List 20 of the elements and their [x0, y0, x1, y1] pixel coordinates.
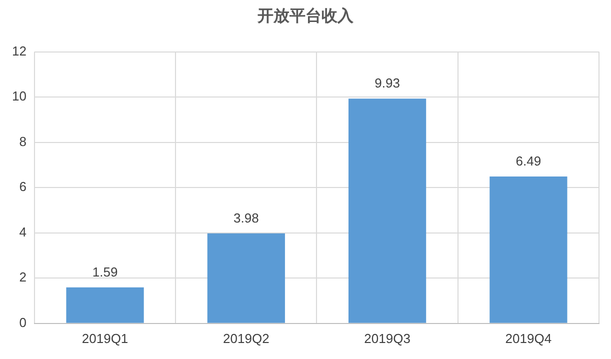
y-tick-label: 4	[19, 224, 26, 240]
x-tick-label: 2019Q4	[505, 330, 552, 346]
bar	[348, 98, 426, 323]
y-tick-label: 10	[12, 88, 26, 104]
data-label: 9.93	[374, 76, 400, 91]
bar	[66, 287, 144, 323]
x-tick-label: 2019Q3	[364, 330, 410, 346]
y-tick-label: 0	[19, 314, 26, 330]
x-tick-label: 2019Q1	[82, 330, 128, 346]
x-tick-label: 2019Q2	[223, 330, 270, 346]
y-tick-label: 2	[19, 270, 26, 285]
data-label: 6.49	[516, 154, 542, 169]
data-label: 3.98	[234, 210, 259, 226]
data-label: 1.59	[92, 264, 118, 280]
y-tick-label: 12	[12, 43, 26, 58]
y-tick-label: 6	[19, 179, 26, 194]
y-tick-label: 8	[19, 134, 26, 149]
bar	[490, 176, 568, 323]
bar	[207, 233, 285, 323]
chart-title: 开放平台收入	[256, 6, 354, 27]
